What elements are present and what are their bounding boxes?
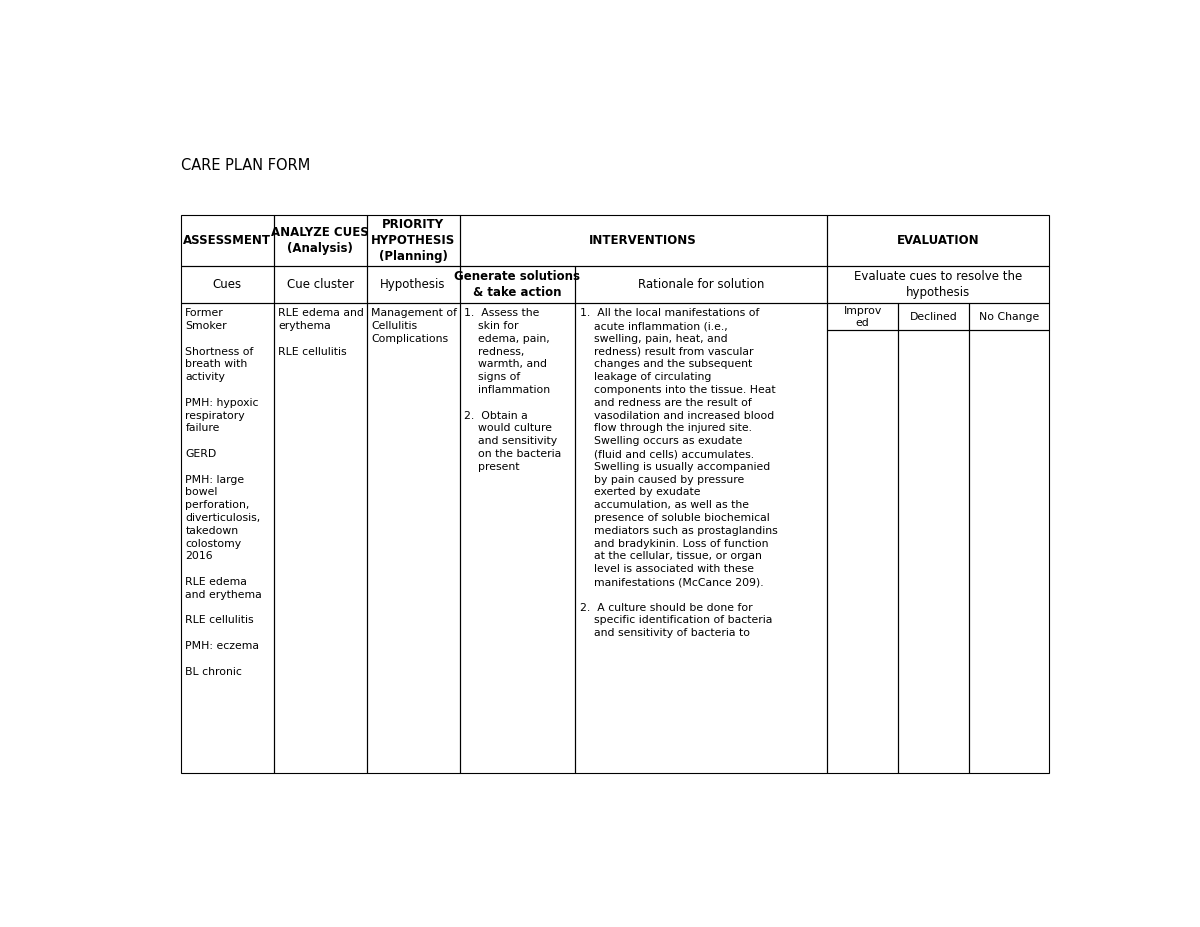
Bar (181, 215, 274, 266)
Text: RLE edema and
erythema

RLE cellulitis: RLE edema and erythema RLE cellulitis (278, 309, 364, 357)
Text: No Change: No Change (979, 311, 1039, 322)
Text: 1.  All the local manifestations of
    acute inflammation (i.e.,
    swelling, : 1. All the local manifestations of acute… (580, 309, 778, 639)
Text: Evaluate cues to resolve the
hypothesis: Evaluate cues to resolve the hypothesis (854, 270, 1022, 299)
Bar (970, 303, 1049, 330)
Bar (575, 303, 827, 773)
Text: INTERVENTIONS: INTERVENTIONS (589, 234, 697, 247)
Bar (274, 266, 366, 303)
Text: Improv
ed: Improv ed (844, 306, 882, 328)
Text: 1.  Assess the
    skin for
    edema, pain,
    redness,
    warmth, and
    si: 1. Assess the skin for edema, pain, redn… (464, 309, 562, 472)
Bar (898, 330, 970, 773)
Text: CARE PLAN FORM: CARE PLAN FORM (181, 158, 310, 172)
Bar (366, 215, 460, 266)
Bar (366, 266, 460, 303)
Text: ANALYZE CUES
(Analysis): ANALYZE CUES (Analysis) (271, 226, 368, 255)
Bar (274, 215, 366, 266)
Text: EVALUATION: EVALUATION (896, 234, 979, 247)
Text: PRIORITY
HYPOTHESIS
(Planning): PRIORITY HYPOTHESIS (Planning) (371, 218, 455, 263)
Text: Cue cluster: Cue cluster (287, 278, 354, 291)
Bar (460, 215, 827, 266)
Bar (827, 215, 1049, 266)
Text: Cues: Cues (212, 278, 241, 291)
Bar (827, 266, 1049, 303)
Bar (827, 303, 898, 330)
Bar (460, 266, 575, 303)
Bar (181, 266, 274, 303)
Text: Hypothesis: Hypothesis (380, 278, 445, 291)
Bar (970, 330, 1049, 773)
Bar (366, 303, 460, 773)
Text: ASSESSMENT: ASSESSMENT (184, 234, 271, 247)
Text: Generate solutions
& take action: Generate solutions & take action (455, 270, 581, 299)
Bar (898, 303, 970, 330)
Text: Former
Smoker

Shortness of
breath with
activity

PMH: hypoxic
respiratory
failu: Former Smoker Shortness of breath with a… (185, 309, 262, 677)
Text: Declined: Declined (910, 311, 958, 322)
Bar (460, 303, 575, 773)
Text: Management of
Cellulitis
Complications: Management of Cellulitis Complications (371, 309, 457, 344)
Bar (274, 303, 366, 773)
Bar (827, 330, 898, 773)
Text: Rationale for solution: Rationale for solution (638, 278, 764, 291)
Bar (575, 266, 827, 303)
Bar (181, 303, 274, 773)
